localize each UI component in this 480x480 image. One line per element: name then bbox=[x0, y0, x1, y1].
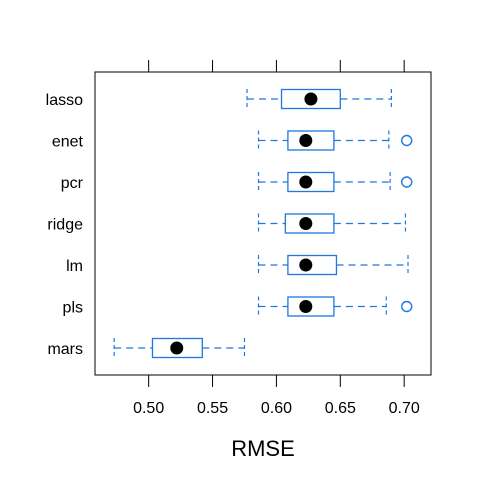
median-dot bbox=[299, 134, 313, 147]
iqr-box bbox=[280, 88, 341, 110]
iqr-box bbox=[287, 130, 335, 151]
box-enet bbox=[257, 130, 413, 151]
top-axis-ticks bbox=[148, 60, 405, 72]
median-dot bbox=[304, 92, 318, 106]
bottom-axis-ticks bbox=[148, 375, 405, 387]
x-tick-label: 0.50 bbox=[133, 400, 164, 417]
category-label: lm bbox=[66, 258, 83, 275]
outlier-point bbox=[401, 134, 413, 147]
box-lasso bbox=[246, 88, 392, 110]
category-label: pcr bbox=[61, 175, 84, 192]
median-dot bbox=[299, 217, 313, 230]
box-pcr bbox=[257, 171, 413, 193]
category-labels: lasso enet pcr ridge lm pls mars bbox=[46, 92, 84, 358]
category-label: mars bbox=[47, 341, 83, 358]
category-label: enet bbox=[52, 134, 84, 151]
iqr-box bbox=[287, 254, 338, 276]
median-dot bbox=[299, 175, 313, 189]
median-dot bbox=[170, 341, 184, 355]
x-tick-label: 0.55 bbox=[197, 400, 228, 417]
median-dot bbox=[299, 300, 313, 313]
x-axis-title: RMSE bbox=[231, 436, 295, 461]
box-ridge bbox=[257, 213, 407, 234]
x-tick-label: 0.65 bbox=[325, 400, 356, 417]
median-dot bbox=[299, 258, 313, 272]
box-series bbox=[113, 88, 413, 359]
x-tick-label: 0.60 bbox=[261, 400, 292, 417]
category-label: pls bbox=[63, 300, 83, 317]
category-label: lasso bbox=[46, 92, 83, 109]
outlier-point bbox=[401, 176, 413, 188]
category-label: ridge bbox=[47, 217, 83, 234]
outlier-point bbox=[401, 300, 413, 313]
box-mars bbox=[113, 337, 246, 359]
iqr-box bbox=[287, 296, 335, 317]
box-lm bbox=[257, 254, 409, 276]
plot-frame bbox=[94, 71, 432, 376]
iqr-box bbox=[284, 213, 335, 234]
iqr-box bbox=[287, 171, 335, 193]
box-pls bbox=[257, 296, 413, 317]
iqr-box bbox=[151, 337, 203, 359]
x-tick-label: 0.70 bbox=[389, 400, 420, 417]
x-tick-labels: 0.50 0.55 0.60 0.65 0.70 bbox=[133, 400, 420, 417]
